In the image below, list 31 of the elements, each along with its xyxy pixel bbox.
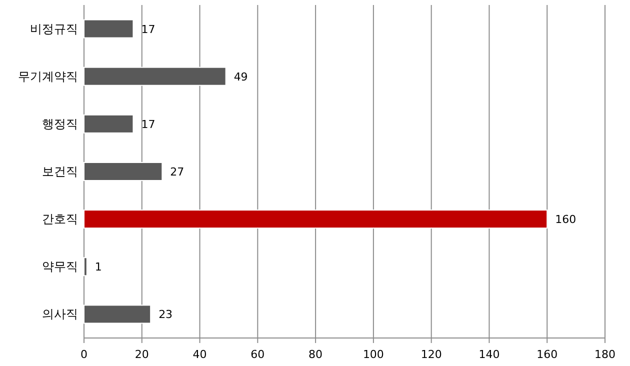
bar xyxy=(84,257,88,276)
y-tick-label: 간호직 xyxy=(42,212,78,226)
x-tick-label: 0 xyxy=(80,348,88,361)
x-tick-label: 40 xyxy=(192,348,207,361)
y-tick-label: 비정규직 xyxy=(30,22,78,36)
y-tick-label: 약무직 xyxy=(42,260,78,274)
bar xyxy=(84,304,152,324)
bar xyxy=(84,66,226,86)
y-tick-label: 행정직 xyxy=(42,116,78,131)
data-label: 160 xyxy=(555,213,576,226)
x-tick-label: 20 xyxy=(134,348,149,361)
x-tick-label: 180 xyxy=(594,348,616,361)
data-label: 27 xyxy=(170,166,184,178)
x-tick-label: 160 xyxy=(536,348,558,361)
x-tick-label: 140 xyxy=(478,348,500,361)
x-tick-label: 100 xyxy=(362,348,384,361)
bar xyxy=(84,162,163,181)
y-tick-label: 보건직 xyxy=(42,164,78,178)
data-label: 17 xyxy=(141,22,156,36)
data-label: 17 xyxy=(141,118,156,131)
y-tick-label: 의사직 xyxy=(42,307,78,322)
bar xyxy=(84,19,134,38)
data-label: 1 xyxy=(94,260,102,274)
x-tick-label: 120 xyxy=(420,348,442,361)
y-tick-label: 무기계약직 xyxy=(18,69,78,84)
x-tick-label: 60 xyxy=(250,348,265,361)
x-tick-label: 80 xyxy=(308,348,323,361)
data-label: 23 xyxy=(158,308,173,322)
bar xyxy=(84,114,134,134)
bar xyxy=(84,210,548,229)
data-label: 49 xyxy=(234,70,248,84)
